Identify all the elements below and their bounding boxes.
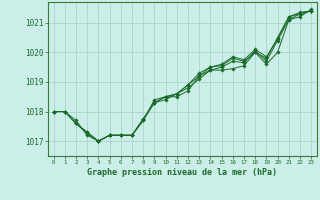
X-axis label: Graphe pression niveau de la mer (hPa): Graphe pression niveau de la mer (hPa): [87, 168, 277, 177]
